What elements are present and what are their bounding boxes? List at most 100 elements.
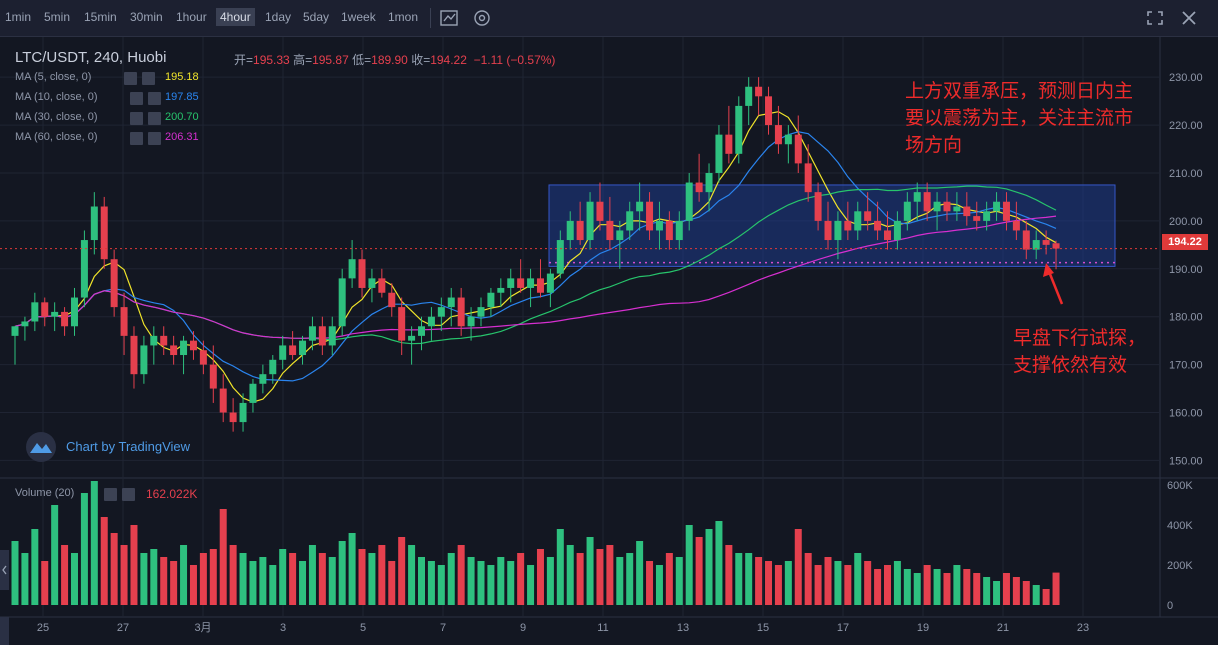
collapse-panel-button[interactable] bbox=[0, 550, 9, 590]
candle-body bbox=[41, 302, 49, 317]
volume-bar bbox=[923, 565, 931, 605]
volume-tick-label: 0 bbox=[1167, 600, 1173, 612]
volume-bar bbox=[378, 545, 386, 605]
indicator-icon[interactable] bbox=[438, 8, 460, 28]
candle-body bbox=[685, 182, 693, 221]
volume-bar bbox=[903, 569, 911, 605]
candle-body bbox=[467, 316, 475, 327]
volume-bar bbox=[1022, 581, 1030, 605]
timeframe-4hour[interactable]: 4hour bbox=[216, 8, 255, 26]
candle-body bbox=[824, 220, 832, 241]
volume-bar bbox=[437, 565, 445, 605]
ma-label-0: MA (5, close, 0) bbox=[15, 71, 92, 83]
volume-bar bbox=[854, 553, 862, 605]
candle-body bbox=[189, 340, 197, 351]
toolbar: 1min 5min 15min 30min 1hour 4hour 1day 5day 1wee… bbox=[0, 0, 1218, 37]
timeframe-5day[interactable]: 5day bbox=[303, 10, 330, 24]
close-value: 194.22 bbox=[430, 53, 467, 67]
ma10-line bbox=[14, 131, 1057, 382]
ma-settings-button-1[interactable] bbox=[130, 92, 143, 105]
ma-settings-button-2[interactable] bbox=[130, 112, 143, 125]
ma-settings-button-0[interactable] bbox=[124, 72, 137, 85]
candle-body bbox=[893, 220, 901, 241]
candle-body bbox=[229, 412, 237, 423]
timeframe-1week[interactable]: 1week bbox=[341, 10, 376, 24]
candle-body bbox=[745, 86, 753, 106]
price-tick-label: 220.00 bbox=[1169, 120, 1203, 132]
volume-bar bbox=[408, 545, 416, 605]
volume-bar bbox=[61, 545, 69, 605]
timeframe-1mon[interactable]: 1mon bbox=[388, 10, 419, 24]
volume-bar bbox=[239, 553, 247, 605]
ma-settings-button-3[interactable] bbox=[130, 132, 143, 145]
candle-body bbox=[259, 374, 267, 384]
candle-body bbox=[586, 201, 594, 241]
volume-bar bbox=[249, 561, 257, 605]
volume-bar bbox=[804, 553, 812, 605]
candle-body bbox=[358, 259, 366, 288]
ma-value-1: 197.85 bbox=[165, 91, 199, 103]
volume-bar bbox=[834, 561, 842, 605]
fullscreen-icon[interactable] bbox=[1144, 8, 1166, 28]
volume-bar bbox=[31, 529, 39, 605]
settings-icon[interactable] bbox=[471, 8, 493, 28]
timeframe-1min[interactable]: 1min bbox=[5, 10, 32, 24]
candle-body bbox=[338, 278, 346, 327]
ma5-line bbox=[14, 111, 1057, 403]
candle-body bbox=[299, 340, 307, 356]
volume-bar bbox=[11, 541, 19, 605]
candle-body bbox=[596, 201, 604, 221]
candle-body bbox=[616, 230, 624, 241]
volume-bar bbox=[338, 541, 346, 605]
timeframe-1hour[interactable]: 1hour bbox=[176, 10, 207, 24]
ma-close-button-3[interactable] bbox=[148, 132, 161, 145]
ma-close-button-2[interactable] bbox=[148, 112, 161, 125]
volume-bar bbox=[715, 521, 723, 605]
volume-bar bbox=[41, 561, 49, 605]
candle-body bbox=[814, 192, 822, 221]
timeframe-1day[interactable]: 1day bbox=[265, 10, 292, 24]
tradingview-logo-icon bbox=[24, 432, 58, 467]
ma-label-2: MA (30, close, 0) bbox=[15, 111, 98, 123]
candle-body bbox=[774, 125, 782, 145]
candle-body bbox=[11, 326, 19, 336]
volume-bar bbox=[160, 557, 168, 605]
candle-body bbox=[606, 220, 614, 241]
volume-bar bbox=[1042, 589, 1050, 605]
volume-bar bbox=[229, 545, 237, 605]
open-label: 开= bbox=[234, 53, 254, 67]
volume-bar bbox=[705, 529, 713, 605]
volume-bar bbox=[814, 565, 822, 605]
timeframe-30min[interactable]: 30min bbox=[130, 10, 163, 24]
candle-body bbox=[517, 278, 525, 288]
chart-area[interactable]: 150.00 160.00 170.00 180.00 190.00 200.00 210.… bbox=[0, 37, 1218, 645]
candle-body bbox=[993, 201, 1001, 212]
volume-bar bbox=[299, 561, 307, 605]
timeframe-15min[interactable]: 15min bbox=[84, 10, 117, 24]
candle-body bbox=[378, 278, 386, 293]
candle-body bbox=[715, 134, 723, 173]
timeframe-5min[interactable]: 5min bbox=[44, 10, 71, 24]
candle-body bbox=[199, 350, 207, 365]
candle-body bbox=[110, 259, 118, 308]
volume-bar bbox=[1052, 572, 1060, 605]
candle-body bbox=[209, 364, 217, 389]
candle-body bbox=[834, 220, 842, 241]
ma-close-button-0[interactable] bbox=[142, 72, 155, 85]
candle-body bbox=[1012, 220, 1020, 231]
volume-bar bbox=[259, 557, 267, 605]
close-icon[interactable] bbox=[1178, 8, 1200, 28]
volume-close-button[interactable] bbox=[122, 488, 135, 501]
volume-bar bbox=[745, 553, 753, 605]
volume-settings-button[interactable] bbox=[104, 488, 117, 501]
candle-body bbox=[418, 326, 426, 336]
price-tick-label: 180.00 bbox=[1169, 312, 1203, 324]
candle-body bbox=[427, 316, 435, 327]
candle-body bbox=[913, 192, 921, 202]
candle-body bbox=[487, 292, 495, 308]
candle-body bbox=[239, 402, 247, 423]
annotation-top-line-3: 场方向 bbox=[905, 135, 963, 156]
candle-body bbox=[963, 206, 971, 217]
ma-close-button-1[interactable] bbox=[148, 92, 161, 105]
candle-body bbox=[527, 278, 535, 288]
